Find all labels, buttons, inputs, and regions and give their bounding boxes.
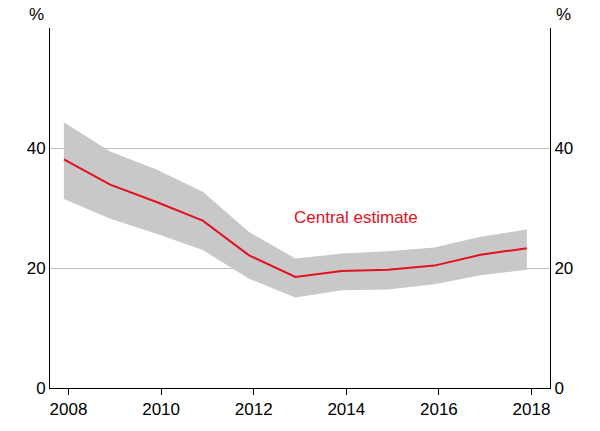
svg-text:2010: 2010 xyxy=(142,400,180,419)
svg-text:2014: 2014 xyxy=(327,400,365,419)
svg-text:%: % xyxy=(29,5,44,24)
svg-text:20: 20 xyxy=(554,259,573,278)
svg-text:Central estimate: Central estimate xyxy=(294,208,418,227)
svg-text:40: 40 xyxy=(554,139,573,158)
svg-text:2012: 2012 xyxy=(235,400,273,419)
svg-text:20: 20 xyxy=(27,259,46,278)
svg-text:2016: 2016 xyxy=(420,400,458,419)
svg-text:2018: 2018 xyxy=(513,400,551,419)
svg-text:%: % xyxy=(556,5,571,24)
svg-text:40: 40 xyxy=(27,139,46,158)
svg-text:0: 0 xyxy=(36,379,45,398)
svg-text:0: 0 xyxy=(554,379,563,398)
svg-text:2008: 2008 xyxy=(50,400,88,419)
